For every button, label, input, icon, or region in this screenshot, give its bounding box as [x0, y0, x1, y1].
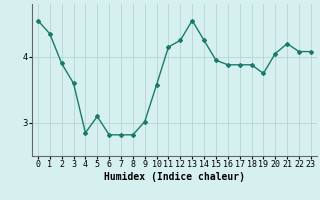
X-axis label: Humidex (Indice chaleur): Humidex (Indice chaleur): [104, 172, 245, 182]
